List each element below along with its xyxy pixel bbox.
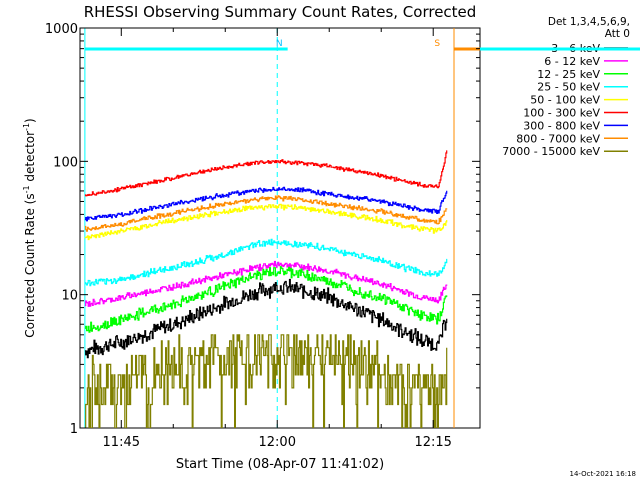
series-layer (84, 150, 448, 428)
legend-label: 6 - 12 keV (544, 55, 600, 68)
y-axis-label-sup-1: -1 (22, 185, 31, 193)
y-axis-label-part-3: ) (23, 118, 37, 123)
series-line (84, 238, 448, 287)
series-300-800-kev (84, 186, 448, 222)
legend-label: 12 - 25 keV (537, 68, 600, 81)
series-line (84, 195, 448, 232)
y-axis-label: Corrected Count Rate (s-1 detector-1) (22, 118, 37, 337)
legend-label: 7000 - 15000 keV (502, 145, 600, 158)
plot-frame (79, 27, 481, 429)
legend-label: 800 - 7000 keV (516, 132, 600, 145)
legend-header-line-2: Att 0 (605, 28, 630, 40)
y-tick-label: 100 (53, 155, 78, 170)
y-tick-label: 10 (61, 289, 78, 304)
y-axis-label-part-2: detector (23, 131, 37, 186)
series-6-12-kev (84, 260, 448, 307)
series-800-7000-kev (84, 195, 448, 232)
series-3-6-kev (84, 278, 448, 359)
x-tick-label: 11:45 (103, 435, 140, 450)
axes: 1 10 100 1000 11:45 12:00 12:15 (45, 22, 480, 450)
series-50-100-kev (84, 203, 448, 241)
timestamp: 14-Oct-2021 16:18 (570, 470, 636, 478)
series-line (84, 150, 448, 197)
y-axis-label-sup-2: -1 (22, 123, 31, 131)
flag-label: S (434, 39, 440, 49)
legend-label: 300 - 800 keV (523, 119, 600, 132)
series-25-50-kev (84, 238, 448, 287)
legend-header: Det 1,3,4,5,6,9, Att 0 (548, 16, 630, 40)
legend-label: 25 - 50 keV (537, 81, 600, 94)
y-tick-label: 1 (70, 422, 78, 437)
legend-label: 100 - 300 keV (523, 107, 600, 120)
legend-label: 50 - 100 keV (530, 94, 600, 107)
chart-title: RHESSI Observing Summary Count Rates, Co… (84, 3, 477, 21)
series-line (84, 334, 448, 428)
flag-label: N (276, 39, 283, 49)
legend-header-line-1: Det 1,3,4,5,6,9, (548, 16, 630, 28)
x-tick-label: 12:00 (259, 435, 296, 450)
series-line (84, 203, 448, 241)
series-line (84, 186, 448, 222)
y-tick-label: 1000 (45, 22, 78, 37)
series-12-25-kev (84, 266, 448, 333)
x-tick-label: 12:15 (414, 435, 451, 450)
series-line (84, 266, 448, 333)
series-100-300-kev (84, 150, 448, 197)
series-line (84, 260, 448, 307)
x-axis-label: Start Time (08-Apr-07 11:41:02) (176, 457, 384, 472)
y-axis-label-part-1: Corrected Count Rate (s (23, 193, 37, 337)
series-7000-15000-kev (84, 334, 448, 428)
series-line (84, 278, 448, 359)
